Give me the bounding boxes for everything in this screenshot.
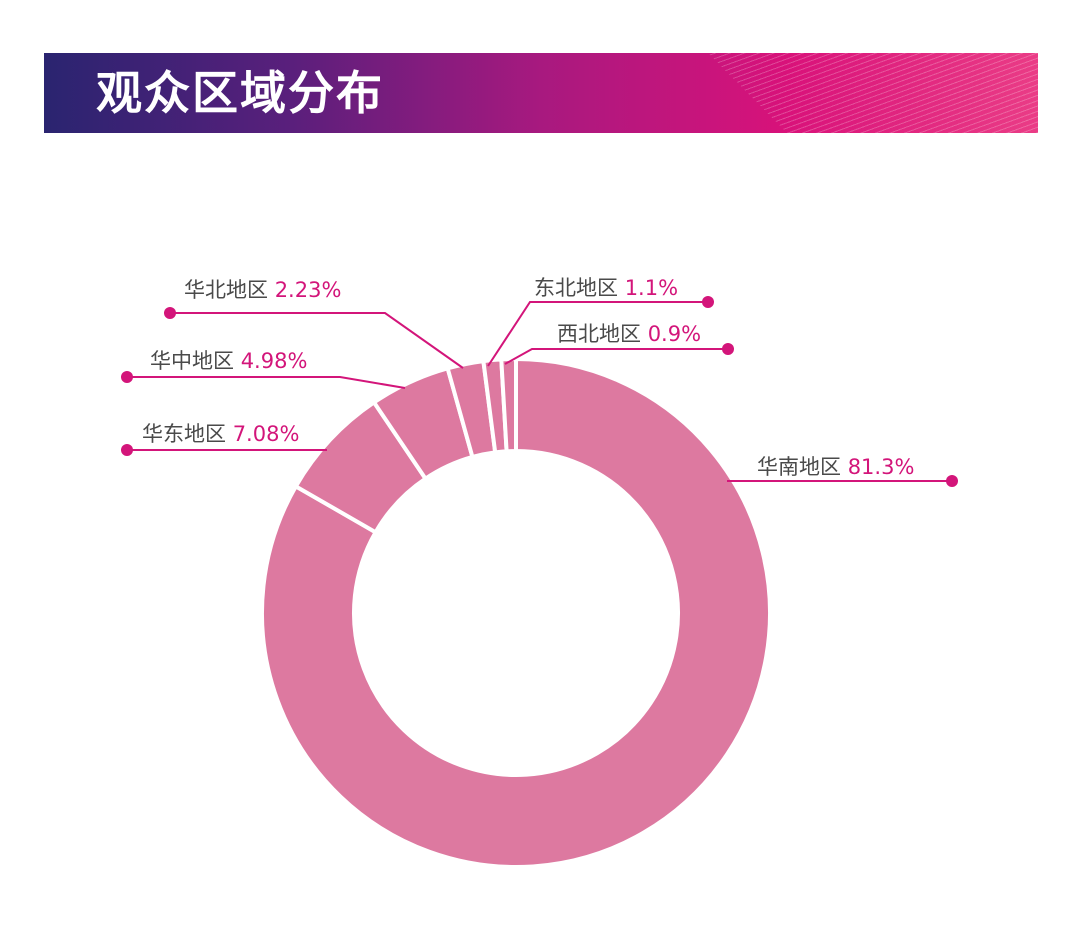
leader-dot-西北地区 bbox=[722, 343, 734, 355]
leader-dot-东北地区 bbox=[702, 296, 714, 308]
leader-dot-华中地区 bbox=[121, 371, 133, 383]
leader-line-东北地区 bbox=[487, 301, 708, 367]
slice-name: 华东地区 bbox=[142, 422, 233, 446]
leader-line-华中地区 bbox=[127, 376, 406, 389]
slice-label-华中地区: 华中地区 4.98% bbox=[150, 349, 307, 373]
slice-label-华北地区: 华北地区 2.23% bbox=[184, 278, 341, 302]
slice-label-西北地区: 西北地区 0.9% bbox=[557, 322, 701, 346]
slice-value: 7.08% bbox=[233, 422, 300, 446]
leader-dot-华南地区 bbox=[946, 475, 958, 487]
header-banner: 观众区域分布 bbox=[44, 53, 1038, 133]
slice-value: 81.3% bbox=[848, 455, 915, 479]
slice-西北地区 bbox=[499, 356, 518, 454]
leader-dot-华北地区 bbox=[164, 307, 176, 319]
leader-line-华北地区 bbox=[170, 312, 464, 369]
slice-name: 东北地区 bbox=[534, 276, 625, 300]
slice-name: 西北地区 bbox=[557, 322, 648, 346]
slice-label-东北地区: 东北地区 1.1% bbox=[534, 276, 678, 300]
slice-name: 华中地区 bbox=[150, 349, 241, 373]
slice-value: 0.9% bbox=[648, 322, 701, 346]
slice-value: 4.98% bbox=[241, 349, 308, 373]
slice-value: 1.1% bbox=[625, 276, 678, 300]
slice-label-华南地区: 华南地区 81.3% bbox=[757, 455, 914, 479]
leader-dot-华东地区 bbox=[121, 444, 133, 456]
slice-value: 2.23% bbox=[275, 278, 342, 302]
slice-华南地区 bbox=[260, 356, 772, 869]
slice-label-华东地区: 华东地区 7.08% bbox=[142, 422, 299, 446]
leader-line-西北地区 bbox=[504, 348, 728, 365]
slice-name: 华南地区 bbox=[757, 455, 848, 479]
slice-name: 华北地区 bbox=[184, 278, 275, 302]
page-title: 观众区域分布 bbox=[96, 66, 384, 120]
